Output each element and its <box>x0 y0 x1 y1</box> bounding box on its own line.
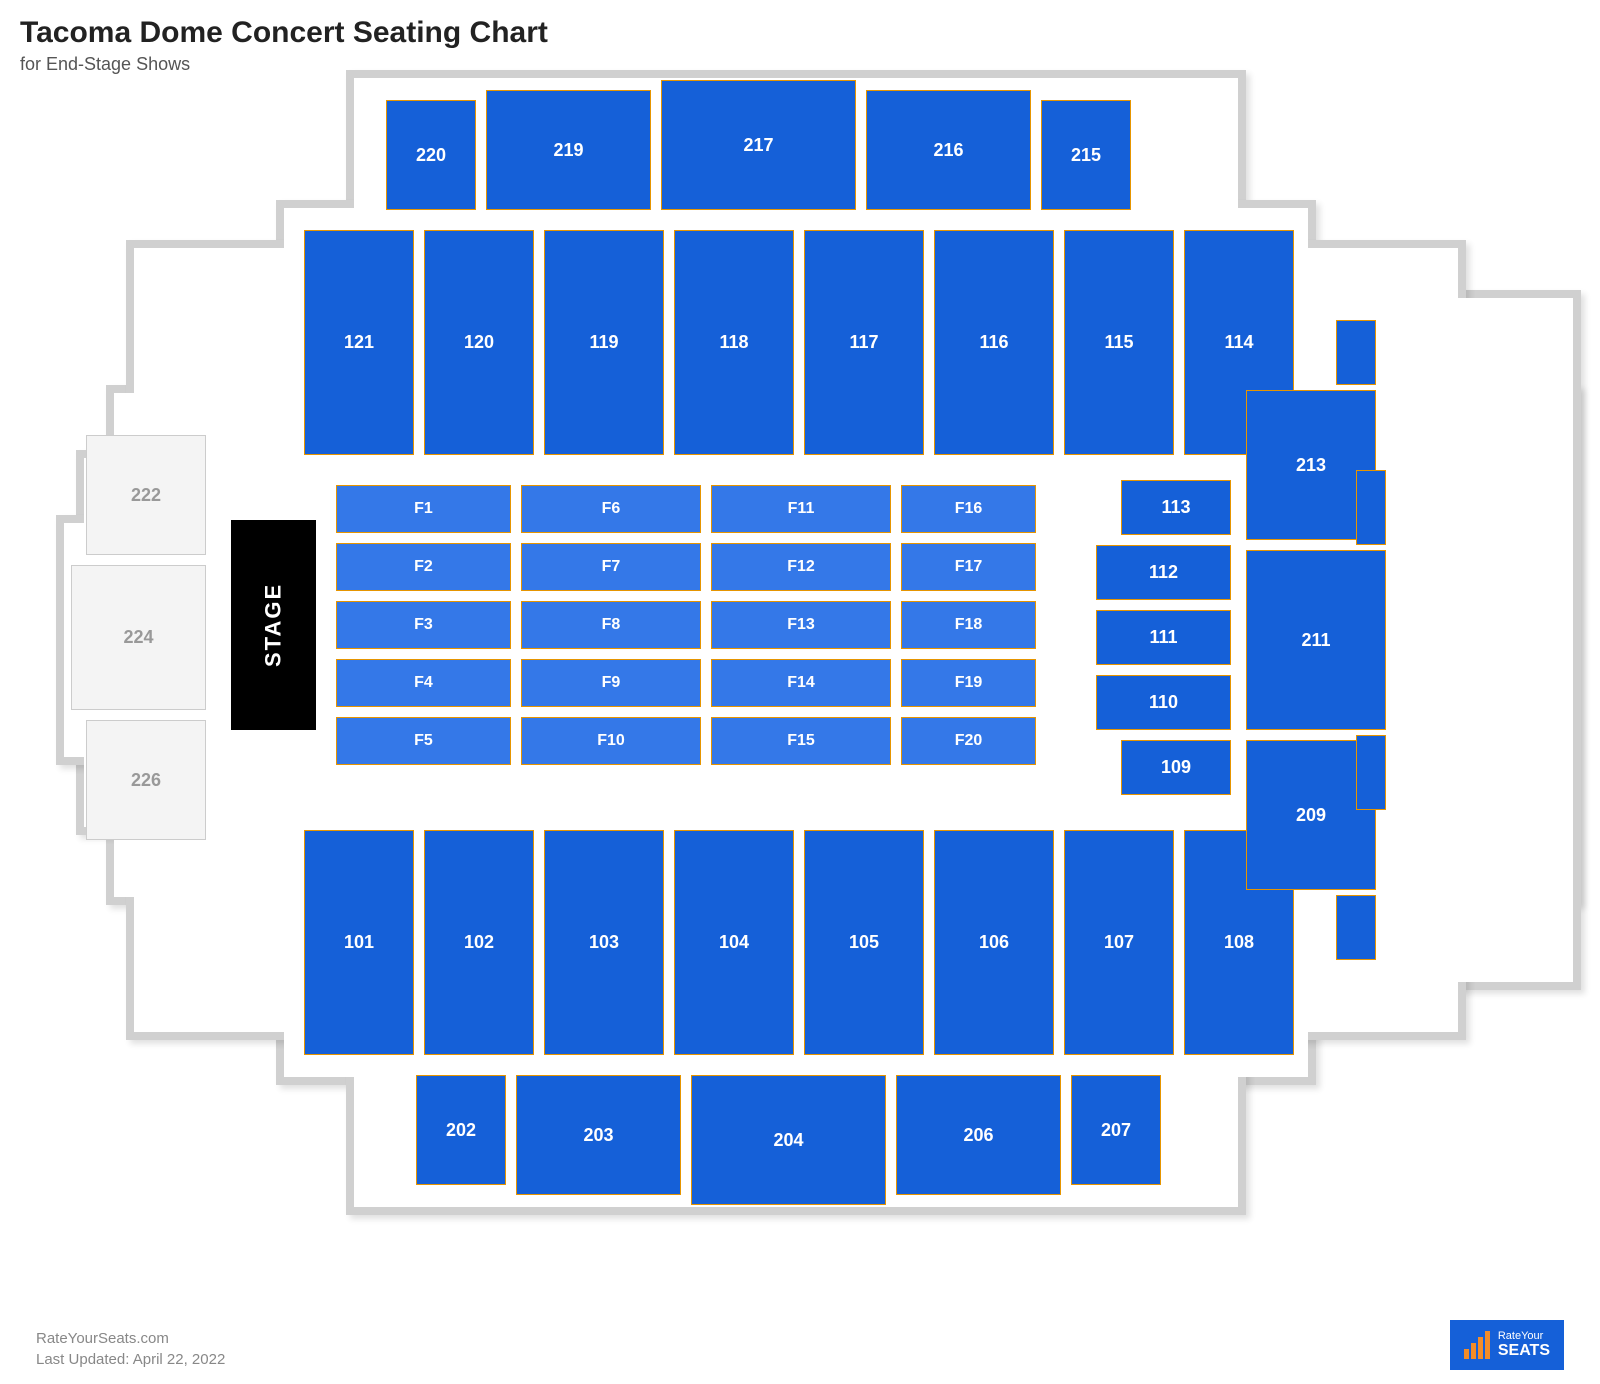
section-118[interactable]: 118 <box>674 230 794 455</box>
section-219[interactable]: 219 <box>486 90 651 210</box>
section-222: 222 <box>86 435 206 555</box>
section-104[interactable]: 104 <box>674 830 794 1055</box>
section-217[interactable]: 217 <box>661 80 856 210</box>
section-F6[interactable]: F6 <box>521 485 701 533</box>
section-211[interactable]: 211 <box>1246 550 1386 730</box>
section-blank[interactable] <box>1336 895 1376 960</box>
section-207[interactable]: 207 <box>1071 1075 1161 1185</box>
section-116[interactable]: 116 <box>934 230 1054 455</box>
section-204[interactable]: 204 <box>691 1075 886 1205</box>
section-F1[interactable]: F1 <box>336 485 511 533</box>
section-106[interactable]: 106 <box>934 830 1054 1055</box>
footer-meta: RateYourSeats.com Last Updated: April 22… <box>36 1328 225 1370</box>
section-102[interactable]: 102 <box>424 830 534 1055</box>
section-115[interactable]: 115 <box>1064 230 1174 455</box>
footer-updated: Last Updated: April 22, 2022 <box>36 1349 225 1370</box>
brand-bars-icon <box>1464 1331 1490 1359</box>
section-F20[interactable]: F20 <box>901 717 1036 765</box>
section-F14[interactable]: F14 <box>711 659 891 707</box>
section-105[interactable]: 105 <box>804 830 924 1055</box>
section-F3[interactable]: F3 <box>336 601 511 649</box>
section-F16[interactable]: F16 <box>901 485 1036 533</box>
section-F15[interactable]: F15 <box>711 717 891 765</box>
stage: STAGE <box>231 520 316 730</box>
section-101[interactable]: 101 <box>304 830 414 1055</box>
section-F4[interactable]: F4 <box>336 659 511 707</box>
section-113[interactable]: 113 <box>1121 480 1231 535</box>
section-120[interactable]: 120 <box>424 230 534 455</box>
section-F2[interactable]: F2 <box>336 543 511 591</box>
section-107[interactable]: 107 <box>1064 830 1174 1055</box>
section-blank[interactable] <box>1336 320 1376 385</box>
section-224: 224 <box>71 565 206 710</box>
section-F12[interactable]: F12 <box>711 543 891 591</box>
section-blank[interactable] <box>1356 735 1386 810</box>
brand-bottom-text: SEATS <box>1498 1342 1550 1360</box>
section-F13[interactable]: F13 <box>711 601 891 649</box>
section-F10[interactable]: F10 <box>521 717 701 765</box>
section-F5[interactable]: F5 <box>336 717 511 765</box>
brand-top-text: RateYour <box>1498 1330 1550 1342</box>
section-215[interactable]: 215 <box>1041 100 1131 210</box>
section-F17[interactable]: F17 <box>901 543 1036 591</box>
section-109[interactable]: 109 <box>1121 740 1231 795</box>
section-206[interactable]: 206 <box>896 1075 1061 1195</box>
footer-brand-badge: RateYour SEATS <box>1450 1320 1564 1370</box>
section-117[interactable]: 117 <box>804 230 924 455</box>
section-F19[interactable]: F19 <box>901 659 1036 707</box>
section-F18[interactable]: F18 <box>901 601 1036 649</box>
section-112[interactable]: 112 <box>1096 545 1231 600</box>
section-121[interactable]: 121 <box>304 230 414 455</box>
section-F7[interactable]: F7 <box>521 543 701 591</box>
section-F8[interactable]: F8 <box>521 601 701 649</box>
section-blank[interactable] <box>1356 470 1386 545</box>
section-220[interactable]: 220 <box>386 100 476 210</box>
footer-site: RateYourSeats.com <box>36 1328 225 1349</box>
section-110[interactable]: 110 <box>1096 675 1231 730</box>
section-226: 226 <box>86 720 206 840</box>
section-119[interactable]: 119 <box>544 230 664 455</box>
section-F11[interactable]: F11 <box>711 485 891 533</box>
section-111[interactable]: 111 <box>1096 610 1231 665</box>
section-F9[interactable]: F9 <box>521 659 701 707</box>
section-216[interactable]: 216 <box>866 90 1031 210</box>
section-203[interactable]: 203 <box>516 1075 681 1195</box>
section-103[interactable]: 103 <box>544 830 664 1055</box>
seating-chart: STAGE22021921721621512112011911811711611… <box>36 40 1564 1340</box>
section-202[interactable]: 202 <box>416 1075 506 1185</box>
